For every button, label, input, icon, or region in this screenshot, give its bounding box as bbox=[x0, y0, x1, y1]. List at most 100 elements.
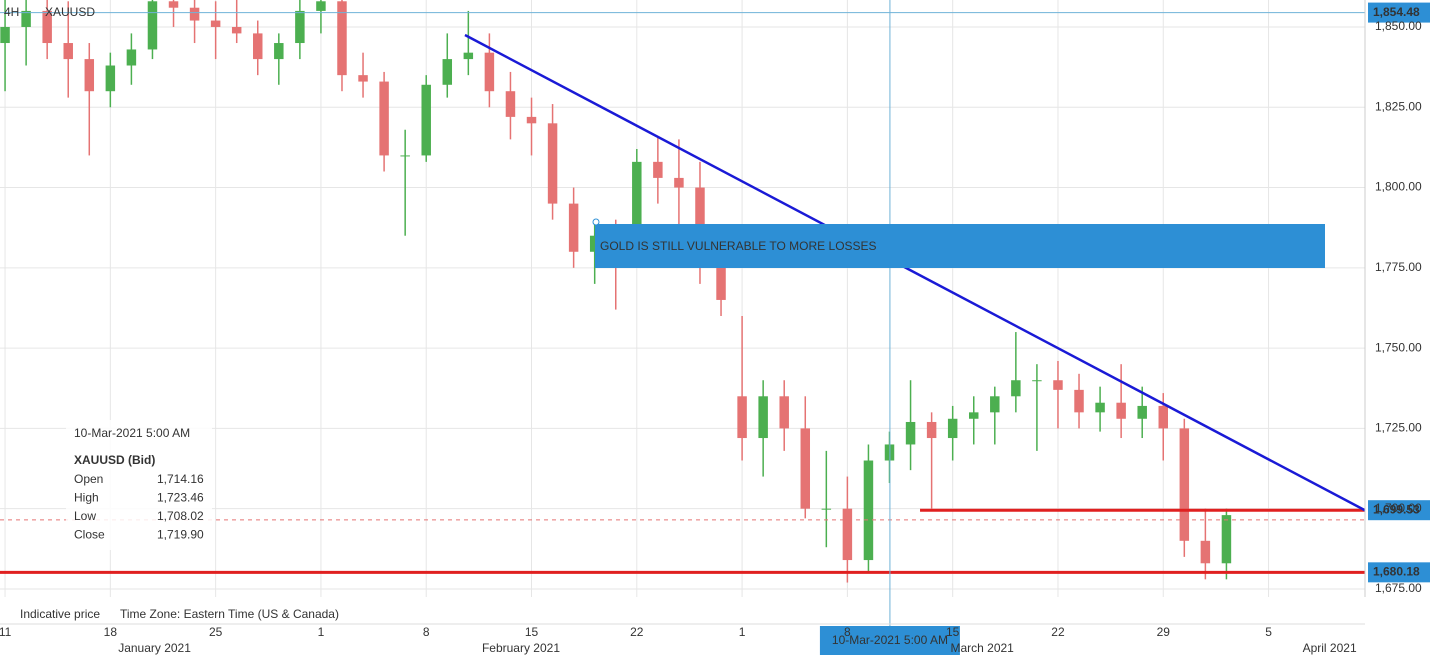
candle-body bbox=[400, 155, 410, 157]
price-tag bbox=[1368, 2, 1430, 23]
symbol: XAUUSD bbox=[45, 5, 95, 19]
candle-body bbox=[1074, 389, 1084, 413]
candle-body bbox=[231, 26, 242, 34]
candle-body bbox=[358, 75, 368, 82]
candle-body bbox=[189, 7, 200, 21]
trendline bbox=[464, 33, 1366, 512]
x-tick-label: 1 bbox=[318, 625, 325, 639]
x-tick-label: 1 bbox=[739, 625, 746, 639]
candle-body bbox=[1137, 405, 1147, 419]
candle-body bbox=[1200, 540, 1211, 564]
y-tick-label: 1,825.00 bbox=[1375, 99, 1422, 113]
candle-body bbox=[484, 52, 495, 92]
tooltip-value: 1,708.02 bbox=[157, 509, 204, 523]
x-tick-label: 15 bbox=[525, 625, 539, 639]
candle-body bbox=[968, 412, 979, 419]
price-tag bbox=[1368, 500, 1430, 521]
timeframe: 4H bbox=[4, 5, 19, 19]
candle-body bbox=[1011, 380, 1021, 397]
candle-body bbox=[526, 116, 537, 124]
price-tag-label: 1,680.18 bbox=[1373, 565, 1420, 579]
candle-body bbox=[442, 59, 453, 85]
candle-body bbox=[210, 20, 221, 27]
x-tick-label: 8 bbox=[423, 625, 430, 639]
x-tick-label: 29 bbox=[1157, 625, 1171, 639]
footer-note: Indicative price bbox=[20, 607, 100, 621]
tooltip-label: Open bbox=[74, 472, 103, 486]
x-tick-label: 5 bbox=[1265, 625, 1272, 639]
tooltip-value: 1,719.90 bbox=[157, 528, 204, 542]
candle-body bbox=[337, 1, 347, 76]
x-tick-label: 8 bbox=[844, 625, 851, 639]
tooltip-box bbox=[66, 420, 212, 550]
candle-body bbox=[21, 10, 31, 27]
candle-body bbox=[1116, 402, 1126, 419]
candle-body bbox=[758, 396, 768, 439]
candle-body bbox=[1179, 428, 1190, 541]
crosshair-label: 10-Mar-2021 5:00 AM bbox=[832, 633, 948, 647]
candle-body bbox=[842, 508, 853, 561]
candle-body bbox=[1053, 380, 1063, 390]
month-label: April 2021 bbox=[1303, 641, 1357, 655]
tooltip-label: High bbox=[74, 491, 99, 505]
candle-body bbox=[253, 33, 263, 60]
candle-body bbox=[126, 49, 137, 66]
y-tick-label: 1,725.00 bbox=[1375, 421, 1422, 435]
candle-body bbox=[589, 235, 600, 252]
candle-body bbox=[0, 26, 10, 44]
candle-body bbox=[947, 418, 958, 439]
candle-body bbox=[674, 177, 684, 188]
x-tick-label: 22 bbox=[630, 625, 644, 639]
candle-body bbox=[379, 81, 389, 156]
price-tag-label: 1,699.53 bbox=[1373, 502, 1420, 516]
annotation-anchor bbox=[592, 218, 600, 226]
candle-body bbox=[147, 1, 158, 50]
candle-body bbox=[568, 203, 579, 252]
tooltip-label: Close bbox=[74, 528, 105, 542]
candle-body bbox=[821, 508, 832, 510]
candle-body bbox=[716, 267, 726, 300]
x-tick-label: 18 bbox=[104, 625, 118, 639]
x-tick-label: 15 bbox=[946, 625, 960, 639]
tooltip: 10-Mar-2021 5:00 AM XAUUSD (Bid) Open 1,7… bbox=[66, 420, 212, 550]
tooltip-label: Low bbox=[74, 509, 96, 523]
candle-body bbox=[800, 428, 811, 509]
price-tag-label: 1,854.48 bbox=[1373, 5, 1420, 19]
price-tag bbox=[1368, 562, 1430, 583]
candle-body bbox=[463, 52, 474, 60]
annotation-box bbox=[595, 224, 1325, 268]
tooltip-value: 1,714.16 bbox=[157, 472, 204, 486]
month-label: February 2021 bbox=[482, 641, 560, 655]
candle-body bbox=[168, 1, 179, 8]
tooltip-value: 1,723.46 bbox=[157, 491, 204, 505]
candle-body bbox=[42, 10, 52, 44]
y-tick-label: 1,700.00 bbox=[1375, 501, 1422, 515]
y-tick-label: 1,775.00 bbox=[1375, 260, 1422, 274]
y-tick-label: 1,850.00 bbox=[1375, 19, 1422, 33]
candle-body bbox=[926, 421, 937, 439]
candle-body bbox=[863, 460, 874, 561]
tooltip-date: 10-Mar-2021 5:00 AM bbox=[74, 426, 190, 440]
candle-body bbox=[316, 1, 326, 11]
candle-body bbox=[63, 43, 73, 60]
footer-note: Time Zone: Eastern Time (US & Canada) bbox=[120, 607, 339, 621]
candle-body bbox=[84, 59, 95, 92]
month-label: March 2021 bbox=[950, 641, 1014, 655]
month-label: January 2021 bbox=[118, 641, 191, 655]
candle-body bbox=[505, 91, 516, 117]
x-tick-label: 11 bbox=[0, 625, 12, 639]
candle-body bbox=[632, 161, 642, 236]
candle-body bbox=[1221, 515, 1232, 564]
x-tick-label: 25 bbox=[209, 625, 223, 639]
candle-body bbox=[990, 396, 1000, 413]
y-tick-label: 1,750.00 bbox=[1375, 340, 1422, 354]
x-tick-label: 22 bbox=[1051, 625, 1065, 639]
candle-body bbox=[421, 84, 431, 156]
y-tick-label: 1,800.00 bbox=[1375, 180, 1422, 194]
candle-body bbox=[653, 161, 663, 178]
candle-body bbox=[105, 65, 116, 92]
tooltip-title: XAUUSD (Bid) bbox=[74, 453, 155, 467]
annotation: GOLD IS STILL VULNERABLE TO MORE LOSSES bbox=[600, 239, 877, 253]
